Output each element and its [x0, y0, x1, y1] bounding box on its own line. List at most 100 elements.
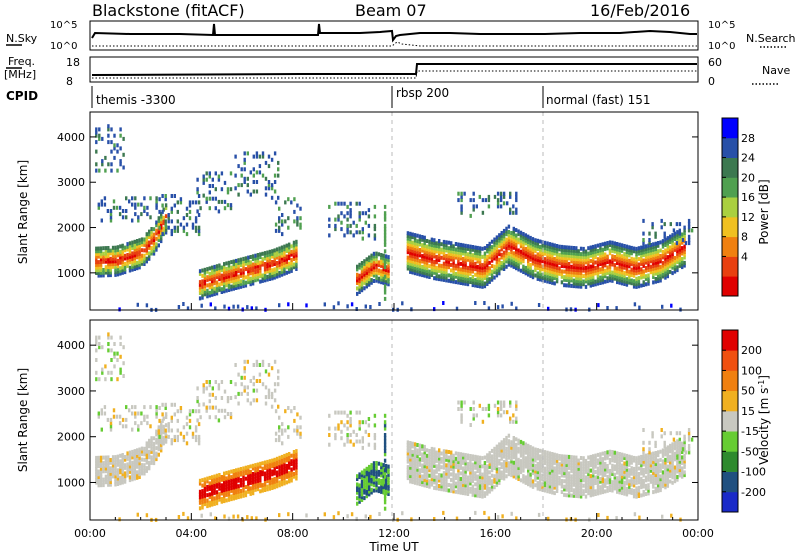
- power-cell: [254, 267, 257, 272]
- power-cell: [268, 266, 272, 271]
- power-cell: [486, 276, 489, 281]
- velocity-cell: [254, 471, 257, 476]
- power-cell: [524, 265, 527, 270]
- power-y-axis-label: Slant Range [km]: [16, 160, 30, 264]
- power-cell: [471, 255, 474, 260]
- velocity-cell: [242, 480, 245, 485]
- power-cell: [476, 264, 479, 269]
- power-cell: [462, 278, 465, 283]
- power-cell: [227, 277, 231, 282]
- power-cell: [280, 253, 284, 258]
- power-cell: [243, 157, 246, 162]
- velocity-cell: [95, 464, 98, 469]
- velocity-cell: [630, 480, 633, 484]
- power-cell: [173, 228, 176, 233]
- power-cell: [452, 266, 455, 271]
- power-cell: [186, 306, 190, 311]
- velocity-cell: [459, 465, 462, 470]
- velocity-cell: [604, 489, 607, 494]
- power-cell: [469, 252, 472, 257]
- power-cell: [343, 201, 346, 206]
- velocity-cell: [375, 480, 378, 485]
- power-cell: [657, 276, 660, 281]
- velocity-cell: [121, 455, 124, 460]
- power-cell: [661, 274, 665, 279]
- velocity-cell: [618, 474, 621, 478]
- velocity-cell: [218, 484, 221, 488]
- power-cell: [498, 241, 501, 246]
- power-cell: [501, 304, 504, 309]
- power-cell: [250, 306, 253, 311]
- velocity-cell: [152, 444, 156, 449]
- velocity-cell: [387, 475, 390, 480]
- power-cell: [372, 262, 376, 267]
- power-cell: [546, 252, 549, 257]
- power-cell: [368, 260, 371, 265]
- power-cell: [380, 255, 383, 260]
- power-cell: [478, 259, 482, 264]
- power-cell: [517, 248, 520, 253]
- velocity-cell: [565, 476, 568, 481]
- velocity-cell: [466, 492, 470, 496]
- power-cell: [99, 259, 103, 264]
- power-cell: [220, 273, 223, 278]
- velocity-cell: [211, 497, 214, 502]
- velocity-cell: [198, 506, 202, 511]
- velocity-cell: [140, 452, 144, 457]
- power-cell: [452, 268, 455, 273]
- power-cell: [642, 269, 645, 274]
- power-cell: [466, 271, 470, 276]
- power-cell: [637, 270, 641, 275]
- velocity-cell: [464, 477, 467, 482]
- power-cell: [114, 259, 117, 264]
- velocity-cell: [107, 455, 110, 460]
- power-cell: [623, 263, 626, 267]
- power-cell: [442, 301, 445, 305]
- velocity-cell: [577, 491, 580, 496]
- power-cell: [383, 258, 387, 263]
- power-cell: [425, 244, 429, 249]
- velocity-cell: [466, 486, 470, 491]
- velocity-cell: [536, 456, 539, 461]
- power-cell: [176, 225, 179, 230]
- power-cell: [293, 197, 296, 202]
- velocity-cell: [201, 505, 204, 510]
- velocity-cell: [623, 467, 626, 471]
- power-cell: [266, 250, 269, 255]
- velocity-cell: [109, 480, 112, 484]
- velocity-cell: [481, 478, 484, 483]
- velocity-cell: [152, 436, 156, 441]
- velocity-cell: [425, 456, 429, 461]
- power-cell: [625, 250, 629, 254]
- power-cell: [654, 271, 657, 276]
- velocity-cell: [360, 470, 364, 475]
- power-cell: [119, 127, 122, 132]
- power-cell: [531, 256, 535, 261]
- power-cell: [278, 254, 281, 259]
- power-cell: [273, 272, 276, 277]
- power-cell: [601, 266, 604, 271]
- power-cell: [143, 256, 146, 261]
- power-cell: [464, 262, 467, 267]
- power-cell: [462, 281, 465, 286]
- power-cell: [594, 279, 597, 284]
- power-cell: [623, 257, 626, 262]
- power-cell: [536, 274, 539, 279]
- power-cell: [267, 186, 271, 191]
- power-cell: [572, 251, 576, 256]
- power-cell: [133, 250, 136, 255]
- velocity-cell: [507, 433, 511, 438]
- velocity-cell: [406, 465, 410, 470]
- velocity-cell: [442, 473, 446, 478]
- velocity-cell: [235, 468, 238, 473]
- power-cell: [433, 249, 436, 253]
- power-cell: [278, 251, 281, 256]
- power-cell: [570, 248, 573, 253]
- velocity-cell: [145, 455, 148, 460]
- power-cell: [606, 254, 609, 259]
- velocity-cell: [377, 489, 381, 494]
- velocity-cell: [613, 453, 616, 458]
- velocity-cell: [529, 461, 532, 466]
- power-cell: [360, 274, 364, 279]
- power-cell: [454, 263, 458, 268]
